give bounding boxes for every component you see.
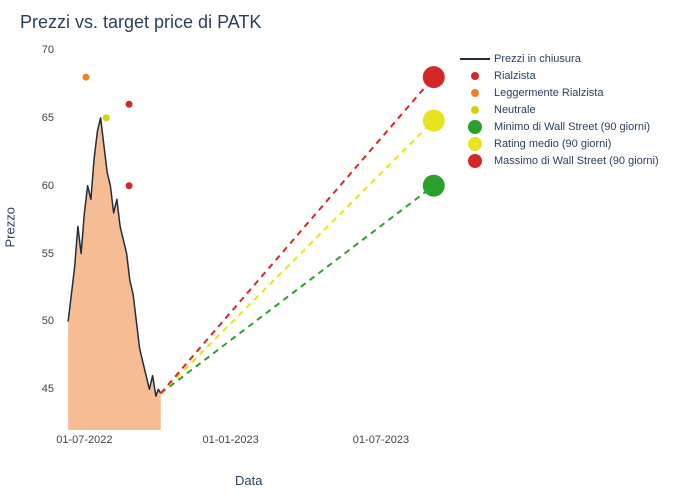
y-tick: 65 <box>42 112 60 124</box>
legend-label: Minimo di Wall Street (90 giorni) <box>494 121 650 133</box>
legend-swatch <box>460 52 490 66</box>
x-tick: 01-07-2023 <box>353 430 409 446</box>
legend-item: Massimo di Wall Street (90 giorni) <box>460 154 659 168</box>
plot-svg <box>60 50 450 430</box>
legend-swatch <box>460 120 490 134</box>
legend-item: Neutrale <box>460 103 659 117</box>
y-tick: 45 <box>42 383 60 395</box>
x-tick: 01-01-2023 <box>202 430 258 446</box>
scatter-point <box>126 182 133 189</box>
y-tick: 70 <box>42 44 60 56</box>
y-tick: 55 <box>42 248 60 260</box>
legend-label: Rialzista <box>494 70 536 82</box>
projection-dot <box>423 66 445 88</box>
scatter-point <box>83 74 90 81</box>
legend-label: Leggermente Rialzista <box>494 87 603 99</box>
x-tick: 01-07-2022 <box>56 430 112 446</box>
legend-swatch <box>460 69 490 83</box>
legend-label: Massimo di Wall Street (90 giorni) <box>494 155 659 167</box>
legend-swatch <box>460 103 490 117</box>
y-tick: 60 <box>42 180 60 192</box>
chart-title: Prezzi vs. target price di PATK <box>20 12 261 33</box>
projection-line <box>161 121 434 394</box>
projection-dot <box>423 175 445 197</box>
x-axis-label: Data <box>235 473 262 488</box>
scatter-point <box>126 101 133 108</box>
projection-dot <box>423 110 445 132</box>
chart-container: Prezzi vs. target price di PATK Prezzo D… <box>0 0 700 500</box>
legend-label: Neutrale <box>494 104 536 116</box>
legend-item: Prezzi in chiusura <box>460 52 659 66</box>
area-fill <box>68 118 161 430</box>
scatter-point <box>103 114 110 121</box>
legend-item: Rialzista <box>460 69 659 83</box>
legend: Prezzi in chiusura Rialzista Leggermente R… <box>460 52 659 171</box>
legend-item: Rating medio (90 giorni) <box>460 137 659 151</box>
projection-line <box>161 77 434 393</box>
plot-area: 45505560657001-07-202201-01-202301-07-20… <box>60 50 450 430</box>
legend-item: Leggermente Rialzista <box>460 86 659 100</box>
y-axis-label: Prezzo <box>3 207 18 247</box>
legend-swatch <box>460 154 490 168</box>
projection-line <box>161 186 434 394</box>
legend-swatch <box>460 137 490 151</box>
legend-item: Minimo di Wall Street (90 giorni) <box>460 120 659 134</box>
legend-swatch <box>460 86 490 100</box>
legend-label: Prezzi in chiusura <box>494 53 581 65</box>
y-tick: 50 <box>42 315 60 327</box>
legend-label: Rating medio (90 giorni) <box>494 138 611 150</box>
